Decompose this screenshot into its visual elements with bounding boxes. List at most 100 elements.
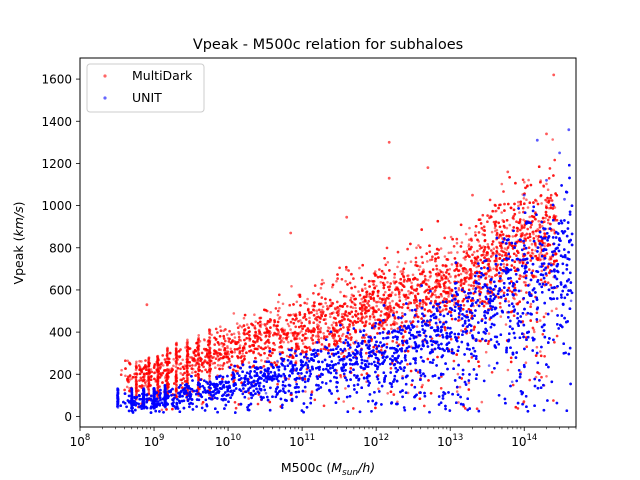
scatter-point (400, 288, 404, 292)
scatter-point (549, 283, 552, 287)
scatter-point (124, 374, 127, 378)
scatter-point (517, 200, 520, 204)
scatter-point (257, 345, 261, 348)
scatter-point (434, 272, 438, 276)
scatter-point (325, 335, 329, 339)
scatter-point (185, 341, 189, 345)
scatter-point (312, 321, 316, 325)
scatter-point (495, 209, 498, 213)
scatter-point (321, 278, 324, 282)
scatter-point (238, 346, 241, 350)
scatter-point (135, 360, 138, 364)
scatter-point (282, 337, 285, 340)
scatter-point (316, 333, 320, 336)
scatter-point (161, 371, 165, 375)
scatter-point (306, 297, 309, 301)
scatter-point (364, 322, 367, 325)
scatter-point (214, 327, 218, 331)
scatter-point (214, 366, 217, 370)
scatter-point (543, 355, 546, 358)
scatter-point (544, 216, 547, 220)
scatter-point (216, 363, 220, 367)
scatter-point (162, 364, 165, 367)
scatter-point (464, 294, 468, 297)
scatter-point (208, 332, 211, 335)
scatter-point (503, 209, 506, 212)
scatter-point (447, 286, 451, 290)
scatter-point (315, 309, 319, 313)
scatter-point (119, 373, 123, 377)
scatter-point (504, 323, 508, 326)
scatter-point (126, 359, 129, 363)
scatter-point (230, 333, 233, 336)
scatter-point (375, 304, 379, 308)
scatter-point (492, 247, 496, 250)
scatter-point (194, 370, 197, 374)
scatter-point (449, 235, 453, 239)
scatter-point (289, 328, 292, 331)
scatter-point (384, 263, 388, 267)
scatter-point (392, 309, 395, 313)
scatter-point (470, 239, 473, 242)
scatter-point (498, 233, 502, 237)
scatter-point (290, 331, 293, 335)
scatter-point (181, 382, 184, 385)
scatter-point (447, 295, 450, 298)
scatter-point (313, 304, 316, 308)
scatter-point (465, 249, 469, 253)
scatter-point (174, 370, 178, 373)
scatter-point (372, 283, 375, 286)
scatter-point (175, 389, 178, 393)
scatter-point (500, 211, 504, 214)
scatter-point (320, 336, 323, 340)
scatter-point (304, 332, 307, 336)
scatter-point (519, 228, 522, 232)
scatter-point (329, 315, 332, 319)
scatter-point (549, 193, 553, 197)
scatter-point (317, 293, 320, 296)
scatter-point (172, 357, 175, 361)
scatter-point (208, 371, 212, 375)
scatter-point (490, 230, 494, 234)
scatter-point (500, 249, 503, 253)
scatter-point (289, 313, 292, 317)
scatter-point (540, 224, 544, 228)
scatter-point (335, 279, 338, 283)
scatter-point (529, 259, 533, 262)
scatter-point (462, 250, 466, 254)
scatter-point (285, 354, 289, 358)
scatter-point (505, 263, 509, 267)
scatter-point (175, 379, 178, 383)
scatter-point (526, 227, 529, 231)
scatter-point (319, 310, 323, 314)
scatter-point (535, 345, 539, 349)
scatter-point (495, 273, 499, 276)
scatter-point (313, 284, 317, 287)
scatter-point (134, 368, 138, 372)
scatter-point (555, 218, 559, 222)
plot-area (79, 57, 577, 428)
scatter-point (487, 245, 490, 249)
scatter-point (183, 364, 187, 367)
scatter-point (525, 232, 529, 236)
scatter-point (256, 337, 260, 341)
scatter-point (277, 309, 280, 313)
scatter-point (175, 344, 178, 347)
scatter-point (175, 361, 178, 365)
scatter-point (311, 342, 315, 345)
scatter-point (357, 290, 360, 293)
scatter-point (477, 286, 481, 289)
scatter-point (176, 354, 179, 358)
scatter-point (367, 279, 371, 283)
scatter-point (372, 315, 376, 319)
scatter-point (200, 351, 204, 355)
scatter-point (197, 334, 200, 337)
scatter-point (487, 274, 491, 278)
scatter-point (437, 295, 441, 299)
scatter-point (234, 406, 238, 410)
scatter-point (160, 408, 164, 412)
scatter-point (191, 364, 194, 367)
scatter-point (340, 312, 344, 316)
scatter-point (217, 348, 221, 351)
